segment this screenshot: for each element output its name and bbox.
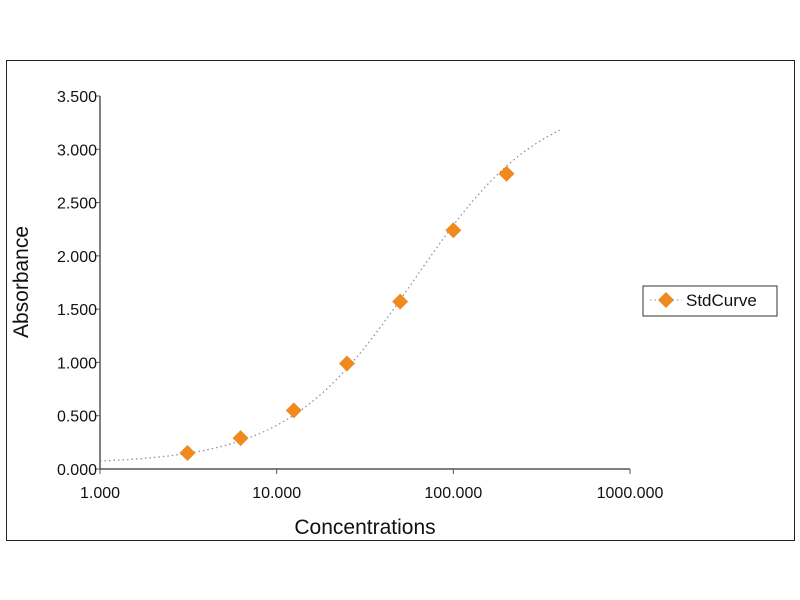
x-tick-label: 1000.000	[597, 485, 664, 502]
data-point	[498, 165, 515, 182]
y-tick-label: 2.500	[57, 196, 97, 213]
legend-label: StdCurve	[686, 291, 757, 310]
y-tick-label: 1.500	[57, 302, 97, 319]
legend-diamond-marker	[658, 292, 674, 308]
x-tick-label: 1.000	[80, 485, 120, 502]
legend: StdCurve	[642, 285, 778, 317]
y-axis-label: Absorbance	[10, 226, 33, 338]
data-point	[445, 222, 462, 239]
x-axis-label: Concentrations	[294, 516, 435, 539]
y-tick-label: 0.000	[57, 462, 97, 479]
chart-frame	[6, 60, 795, 541]
y-tick-label: 1.000	[57, 355, 97, 372]
y-tick-label: 3.000	[57, 142, 97, 159]
data-point	[338, 355, 355, 372]
fit-curve	[99, 129, 560, 462]
y-tick-label: 3.500	[57, 89, 97, 106]
y-tick-label: 2.000	[57, 249, 97, 266]
y-tick-label: 0.500	[57, 409, 97, 426]
data-point	[179, 445, 196, 462]
x-tick-label: 100.000	[424, 485, 482, 502]
data-point	[285, 402, 302, 419]
data-point	[232, 430, 249, 447]
x-tick-label: 10.000	[252, 485, 301, 502]
data-point	[392, 293, 409, 310]
